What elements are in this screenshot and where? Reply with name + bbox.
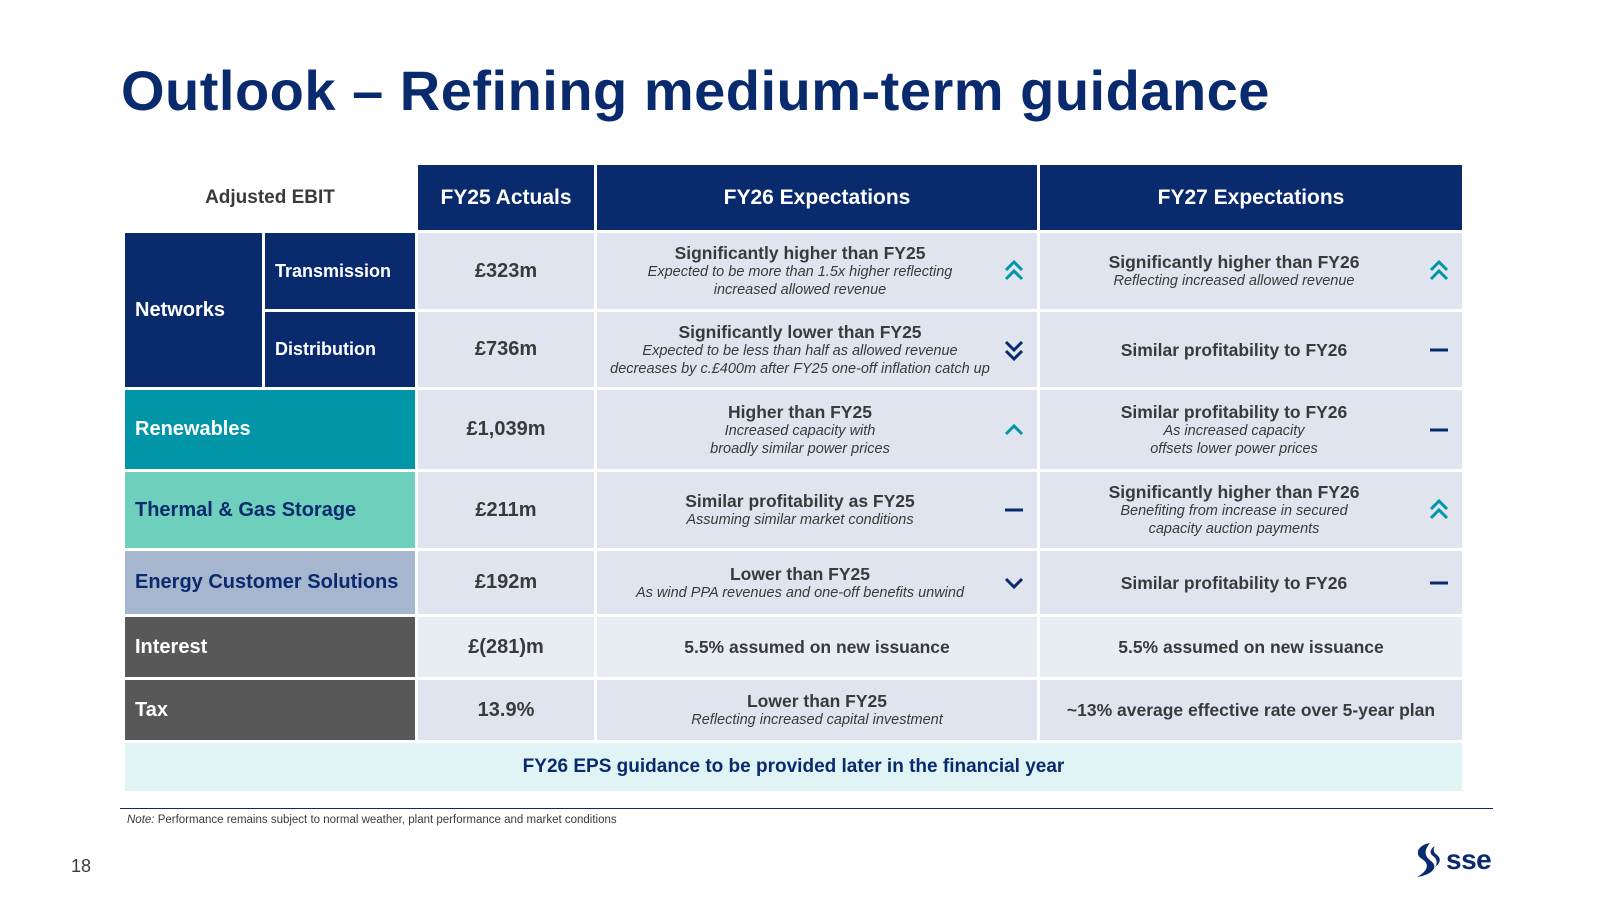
- fy26-cell-renewables: Higher than FY25 Increased capacity with…: [597, 390, 1037, 469]
- fy26-detail: Increased capacity with: [725, 422, 876, 440]
- fy27-headline: Significantly higher than FY26: [1109, 252, 1360, 272]
- fy25-value-renewables: £1,039m: [418, 390, 594, 469]
- segment-tax: Tax: [125, 680, 415, 740]
- fy25-value-transmission: £323m: [418, 233, 594, 309]
- up-chevron-icon: [1003, 418, 1025, 442]
- fy27-cell-thermal: Significantly higher than FY26 Benefitin…: [1040, 472, 1462, 548]
- fy26-detail: As wind PPA revenues and one-off benefit…: [636, 584, 964, 602]
- footnote-text: Performance remains subject to normal we…: [155, 814, 617, 826]
- fy27-detail: Benefiting from increase in secured: [1120, 502, 1347, 520]
- fy26-detail: increased allowed revenue: [714, 281, 887, 299]
- fy26-cell-transmission: Significantly higher than FY25 Expected …: [597, 233, 1037, 309]
- dash-icon: [1428, 338, 1450, 362]
- segment-distribution: Distribution: [265, 312, 415, 387]
- header-adjusted-ebit: Adjusted EBIT: [125, 165, 415, 230]
- fy27-cell-transmission: Significantly higher than FY26 Reflectin…: [1040, 233, 1462, 309]
- fy26-detail: broadly similar power prices: [710, 440, 890, 458]
- fy27-headline: Significantly higher than FY26: [1109, 482, 1360, 502]
- fy26-headline: Similar profitability as FY25: [685, 491, 915, 511]
- fy26-cell-distribution: Significantly lower than FY25 Expected t…: [597, 312, 1037, 387]
- fy26-headline: Higher than FY25: [728, 402, 872, 422]
- segment-transmission: Transmission: [265, 233, 415, 309]
- segment-networks: Networks: [125, 233, 262, 387]
- fy25-value-tax: 13.9%: [418, 680, 594, 740]
- fy26-detail: Expected to be more than 1.5x higher ref…: [648, 263, 953, 281]
- fy27-detail: Reflecting increased allowed revenue: [1113, 272, 1354, 290]
- header-fy26-expectations: FY26 Expectations: [597, 165, 1037, 230]
- fy26-cell-thermal: Similar profitability as FY25 Assuming s…: [597, 472, 1037, 548]
- segment-energy-customer-solutions: Energy Customer Solutions: [125, 551, 415, 614]
- segment-interest: Interest: [125, 617, 415, 677]
- fy26-headline: Significantly lower than FY25: [678, 322, 921, 342]
- sse-logo: sse: [1408, 840, 1491, 880]
- guidance-table: Adjusted EBIT FY25 Actuals FY26 Expectat…: [125, 165, 1462, 791]
- segment-thermal-gas-storage: Thermal & Gas Storage: [125, 472, 415, 548]
- fy25-value-interest: £(281)m: [418, 617, 594, 677]
- fy26-headline: 5.5% assumed on new issuance: [684, 637, 950, 657]
- down-chevron-icon: [1003, 571, 1025, 595]
- fy27-cell-distribution: Similar profitability to FY26: [1040, 312, 1462, 387]
- fy26-headline: Significantly higher than FY25: [675, 243, 926, 263]
- fy25-value-thermal: £211m: [418, 472, 594, 548]
- fy26-headline: Lower than FY25: [730, 564, 870, 584]
- sse-swirl-icon: [1408, 840, 1444, 880]
- fy25-value-distribution: £736m: [418, 312, 594, 387]
- fy27-cell-interest: 5.5% assumed on new issuance: [1040, 617, 1462, 677]
- fy27-cell-renewables: Similar profitability to FY26 As increas…: [1040, 390, 1462, 469]
- footnote-divider: [120, 808, 1493, 809]
- double-down-chevron-icon: [1003, 338, 1025, 362]
- fy27-detail: offsets lower power prices: [1150, 440, 1318, 458]
- page-number: 18: [71, 856, 91, 877]
- fy26-headline: Lower than FY25: [747, 691, 887, 711]
- fy27-headline: 5.5% assumed on new issuance: [1118, 637, 1384, 657]
- double-up-chevron-icon: [1003, 259, 1025, 283]
- fy26-cell-interest: 5.5% assumed on new issuance: [597, 617, 1037, 677]
- fy27-headline: Similar profitability to FY26: [1121, 573, 1348, 593]
- logo-text: sse: [1446, 844, 1491, 876]
- fy26-detail: Assuming similar market conditions: [686, 511, 913, 529]
- double-up-chevron-icon: [1428, 259, 1450, 283]
- dash-icon: [1003, 498, 1025, 522]
- header-fy27-expectations: FY27 Expectations: [1040, 165, 1462, 230]
- dash-icon: [1428, 571, 1450, 595]
- fy26-cell-tax: Lower than FY25 Reflecting increased cap…: [597, 680, 1037, 740]
- double-up-chevron-icon: [1428, 498, 1450, 522]
- eps-guidance-banner: FY26 EPS guidance to be provided later i…: [125, 743, 1462, 791]
- fy27-cell-tax: ~13% average effective rate over 5-year …: [1040, 680, 1462, 740]
- fy27-cell-ecs: Similar profitability to FY26: [1040, 551, 1462, 614]
- fy27-headline: ~13% average effective rate over 5-year …: [1067, 700, 1435, 720]
- fy25-value-ecs: £192m: [418, 551, 594, 614]
- fy27-headline: Similar profitability to FY26: [1121, 402, 1348, 422]
- fy27-detail: capacity auction payments: [1149, 520, 1320, 538]
- page-title: Outlook – Refining medium-term guidance: [121, 58, 1270, 123]
- fy27-headline: Similar profitability to FY26: [1121, 340, 1348, 360]
- footnote: Note: Performance remains subject to nor…: [127, 814, 617, 826]
- fy26-detail: Expected to be less than half as allowed…: [642, 342, 957, 360]
- segment-renewables: Renewables: [125, 390, 415, 469]
- fy26-detail: decreases by c.£400m after FY25 one-off …: [610, 360, 990, 378]
- header-fy25-actuals: FY25 Actuals: [418, 165, 594, 230]
- footnote-label: Note:: [127, 814, 155, 826]
- fy26-detail: Reflecting increased capital investment: [691, 711, 942, 729]
- dash-icon: [1428, 418, 1450, 442]
- fy26-cell-ecs: Lower than FY25 As wind PPA revenues and…: [597, 551, 1037, 614]
- fy27-detail: As increased capacity: [1163, 422, 1304, 440]
